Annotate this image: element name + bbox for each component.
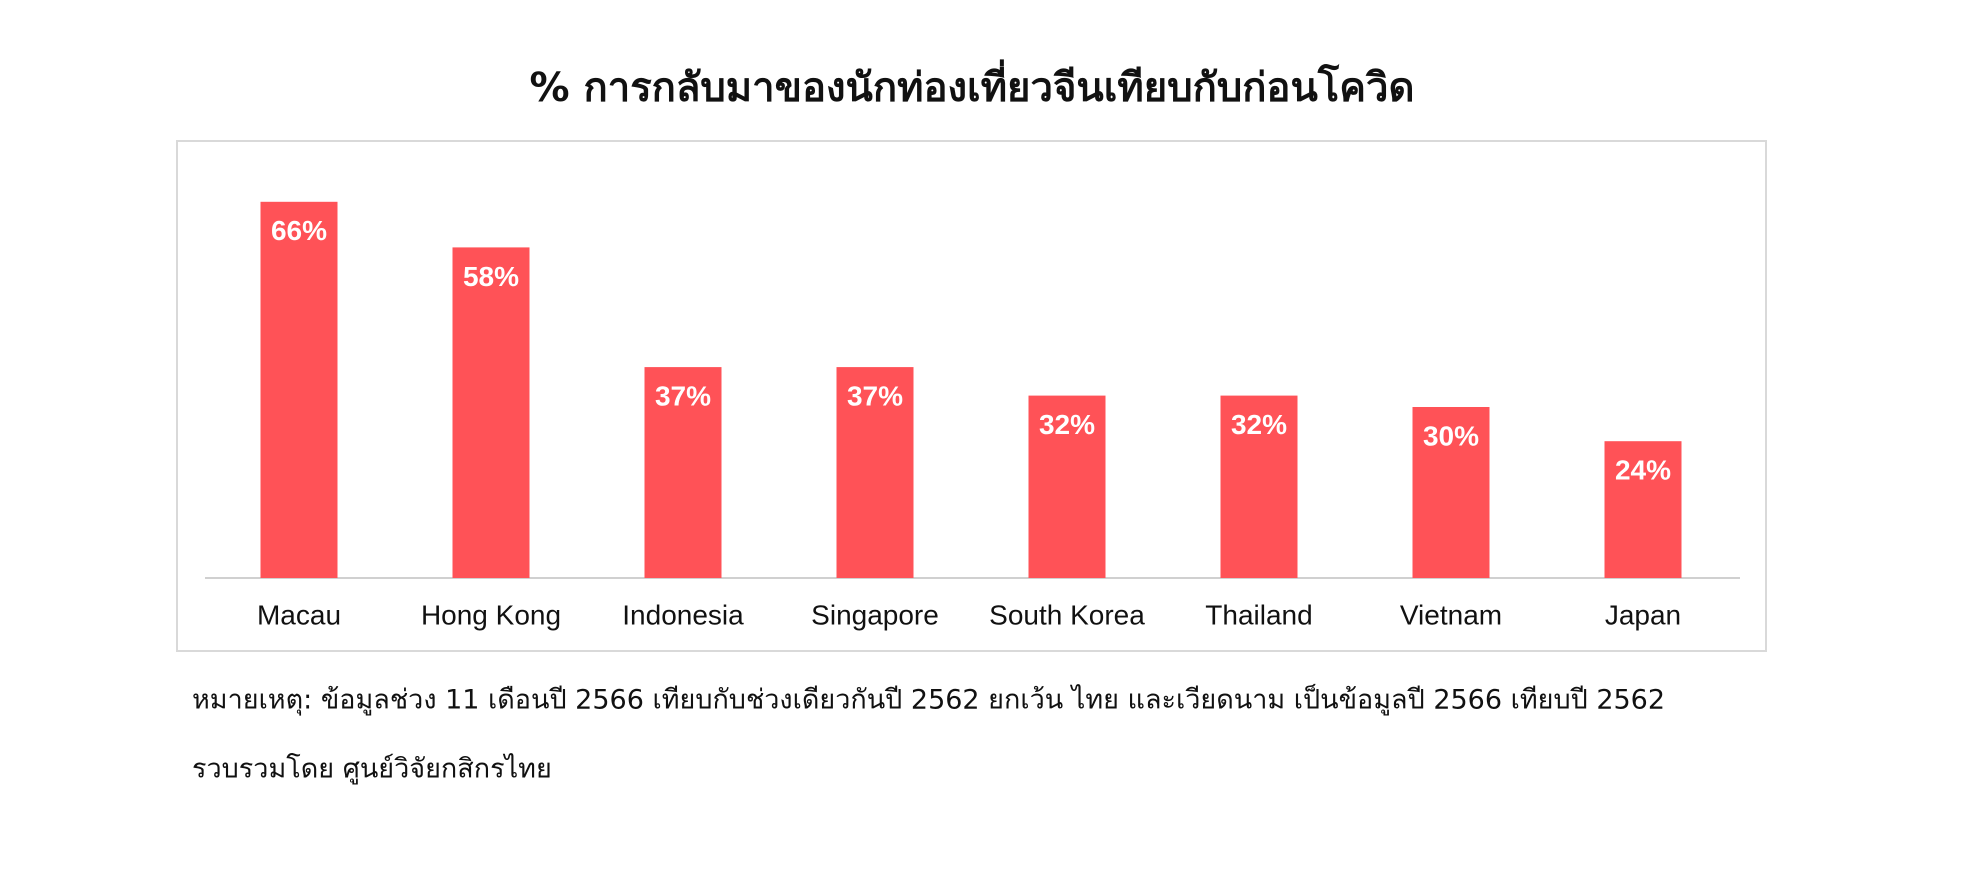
bar [1220,395,1298,578]
value-label: 30% [1423,420,1479,451]
bar [1028,395,1106,578]
value-label: 32% [1039,409,1095,440]
bar [1604,441,1682,578]
x-tick-label: Macau [257,599,341,630]
value-label: 32% [1231,409,1287,440]
bar [644,367,722,578]
x-tick-label: Thailand [1205,599,1312,630]
x-tick-label: Singapore [811,599,939,630]
x-tick-label: Japan [1605,599,1681,630]
bar [836,367,914,578]
value-label: 37% [847,380,903,411]
chart-title: % การกลับมาของนักท่องเที่ยวจีนเทียบกับก่… [530,59,1415,111]
value-label: 37% [655,380,711,411]
x-tick-label: Indonesia [622,599,744,630]
x-tick-label: South Korea [989,599,1145,630]
bar [260,201,338,579]
annotation: รวบรวมโดย ศูนย์วิจัยกสิกรไทย [192,753,552,785]
value-label: 66% [271,215,327,246]
x-tick-label: Hong Kong [421,599,561,630]
x-tick-label: Vietnam [1400,599,1502,630]
bar [452,247,530,578]
plot-frame [176,140,1767,652]
value-label: 24% [1615,455,1671,486]
annotation: หมายเหตุ: ข้อมูลช่วง 11 เดือนปี 2566 เที… [192,682,1665,717]
value-label: 58% [463,261,519,292]
bar [1412,407,1490,578]
